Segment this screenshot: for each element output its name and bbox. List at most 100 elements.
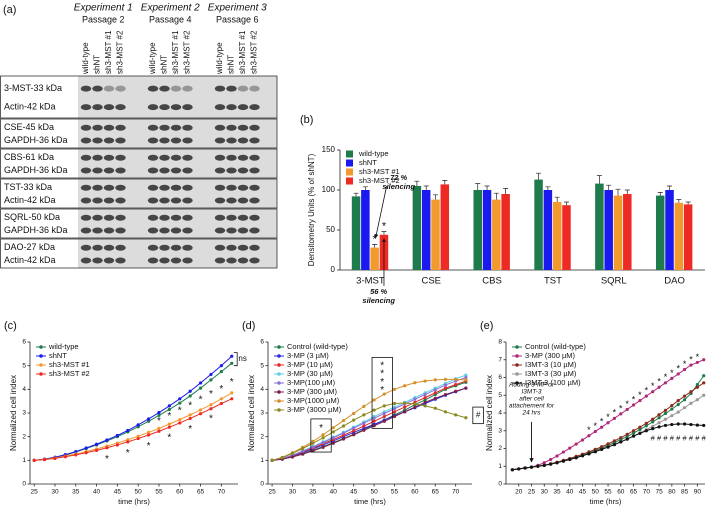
y-tick-label: 1 [498,463,502,470]
blot-band [214,124,226,131]
y-tick-label: 0 [260,481,264,488]
series-line [34,398,232,461]
data-point [433,406,437,410]
blot-band [92,104,103,111]
data-point [638,398,642,403]
data-point [209,407,213,411]
blot-band [92,85,103,92]
data-point [290,451,295,455]
data-point [178,418,182,422]
blot-band [103,184,115,191]
data-point [631,429,636,433]
y-tick-label: 6 [22,339,26,346]
data-point [198,412,203,416]
data-point [321,440,325,445]
x-tick-label: 85 [681,489,689,496]
blot-background [78,209,277,238]
y-tick-label: 6 [498,374,502,381]
data-point [644,394,648,398]
blot-band [80,197,92,204]
legend-label: I3MT-3 (10 µM) [525,360,577,369]
passage-label: Passage 2 [82,14,125,24]
annotation: * [606,412,610,422]
series-line [34,392,233,461]
x-tick-label: 65 [432,489,440,496]
annotation: * [188,424,192,435]
blot-band [115,137,126,144]
annotation: * [188,401,192,412]
data-point [443,410,448,414]
legend-label: 3-MP (3000 µM) [287,405,342,414]
bar [370,247,379,270]
annotation: # [670,434,675,443]
data-point [167,422,171,426]
data-point [657,413,661,417]
data-point [682,394,687,398]
annotation: * [632,394,636,404]
data-point [167,404,171,408]
error-bar [624,189,630,194]
blot-band [115,124,126,131]
blot-band [80,124,92,131]
blot-band [237,244,249,251]
blot-band [182,214,193,221]
data-point [413,405,417,409]
bar [534,179,543,270]
data-point [682,406,687,410]
y-tick-label: 1 [260,457,264,464]
data-point [433,391,437,395]
data-point [561,450,566,454]
blot-band [159,197,170,204]
blot-band [237,154,249,161]
blot-band [226,227,237,234]
x-tick-label: TST [544,276,562,287]
data-point [593,450,597,454]
data-point [651,420,655,424]
error-bar [353,192,359,197]
legend-marker [39,354,43,358]
data-point [126,428,130,433]
data-point [580,438,585,442]
data-point [631,431,636,435]
blot-frame [0,148,278,179]
blot-band [249,184,260,191]
experiment-title: Experiment 3 [208,3,267,14]
blot-band [182,167,193,174]
blot-background [78,149,277,178]
y-tick-label: 4 [260,386,264,393]
annotation: * [664,372,668,382]
passage-label: Passage 6 [216,14,259,24]
data-point [702,374,706,378]
data-point [392,401,397,406]
annotation: * [167,411,171,422]
blot-band [249,85,260,92]
blot-band [214,197,226,204]
data-point [612,416,617,420]
data-point [663,423,668,428]
data-point [136,434,140,438]
bar [492,199,501,270]
blot-band [214,244,226,251]
y-tick-label: 1 [22,457,26,464]
annotation: * [696,352,700,362]
y-tick-label: 0 [22,481,26,488]
blot-band [226,124,237,131]
x-tick-label: CBS [482,276,502,287]
data-point [382,404,386,408]
data-point [433,378,437,382]
data-point [568,457,572,462]
annotation: * [594,421,598,431]
data-point [510,468,514,472]
x-tick-label: 35 [309,489,317,496]
legend-label: sh3-MST #1 [49,360,90,369]
blot-band [159,167,170,174]
x-tick-label: 45 [350,489,358,496]
blot-band [147,184,159,191]
x-tick-label: 60 [176,489,184,496]
data-point [126,440,130,444]
data-point [631,403,636,407]
bracket [233,352,238,367]
data-point [167,425,171,429]
lane-label: shNT [227,55,236,74]
